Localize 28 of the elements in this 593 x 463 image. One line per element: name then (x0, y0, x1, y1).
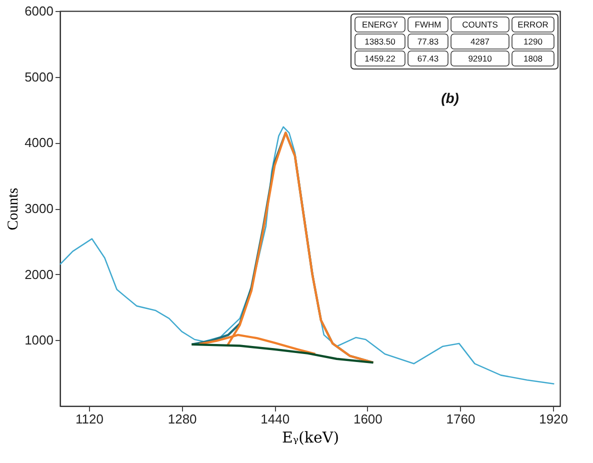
annotation: ENERGY (362, 20, 398, 30)
x-tick-label: 1120 (76, 412, 104, 426)
y-tick-label: 6000 (24, 4, 54, 18)
y-tick-label: 1000 (24, 332, 54, 348)
annotation: 4287 (470, 36, 490, 46)
x-tick-label: 1280 (168, 412, 197, 426)
x-axis-title: Eᵧ(keV) (282, 428, 340, 446)
annotation: 1383.50 (364, 36, 396, 46)
annotation: 77.83 (417, 36, 439, 46)
annotation: 1808 (524, 54, 543, 64)
annotation: COUNTS (462, 20, 498, 30)
x-tick-label: 1600 (353, 412, 382, 426)
annotation: FWHM (414, 20, 442, 30)
annotation: 1290 (524, 36, 543, 46)
annotation: 67.43 (417, 54, 439, 64)
y-tick-label: 2000 (24, 266, 54, 282)
x-tick-label: 1440 (260, 412, 290, 426)
x-tick-label: 1760 (446, 412, 476, 426)
annotation: 92910 (468, 54, 492, 64)
y-tick-label: 4000 (24, 135, 54, 150)
annotation: (b) (441, 90, 460, 106)
y-tick-label: 3000 (24, 201, 54, 216)
annotation: ERROR (518, 20, 548, 30)
y-tick-label: 5000 (24, 69, 54, 84)
annotation: 1459.22 (364, 54, 396, 64)
y-axis-title: Counts (6, 188, 22, 230)
x-tick-label: 1920 (539, 412, 568, 426)
line-series (190, 343, 374, 364)
